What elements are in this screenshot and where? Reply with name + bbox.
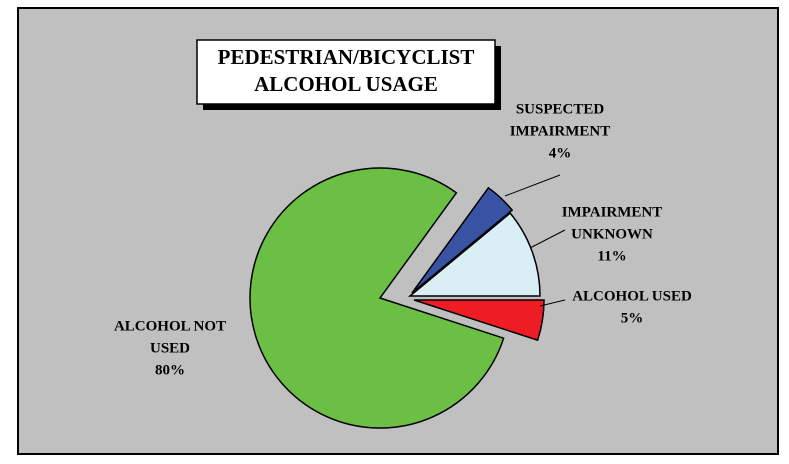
slice-label: ALCOHOL USED (572, 288, 692, 304)
leader-line (529, 229, 566, 249)
value-label: 4% (549, 145, 572, 161)
value-label: 80% (155, 362, 185, 378)
slice-label: UNKNOWN (571, 226, 653, 242)
pie-slice (407, 212, 541, 297)
pie-slice (411, 186, 514, 294)
slice-label: USED (150, 340, 190, 356)
leader-line (504, 174, 561, 197)
slice-label: IMPAIRMENT (562, 204, 663, 220)
title-box (196, 39, 496, 105)
chart-title: ALCOHOL USAGE (254, 72, 438, 96)
slice-label: IMPAIRMENT (510, 123, 611, 139)
pie-slice (413, 299, 545, 342)
chart-title: PEDESTRIAN/BICYCLIST (218, 45, 475, 69)
value-label: 11% (597, 248, 626, 264)
value-label: 5% (621, 310, 644, 326)
leader-line (539, 299, 566, 307)
slice-label: ALCOHOL NOT (114, 318, 226, 334)
pie-slice (249, 167, 505, 429)
slice-label: SUSPECTED (516, 101, 605, 117)
